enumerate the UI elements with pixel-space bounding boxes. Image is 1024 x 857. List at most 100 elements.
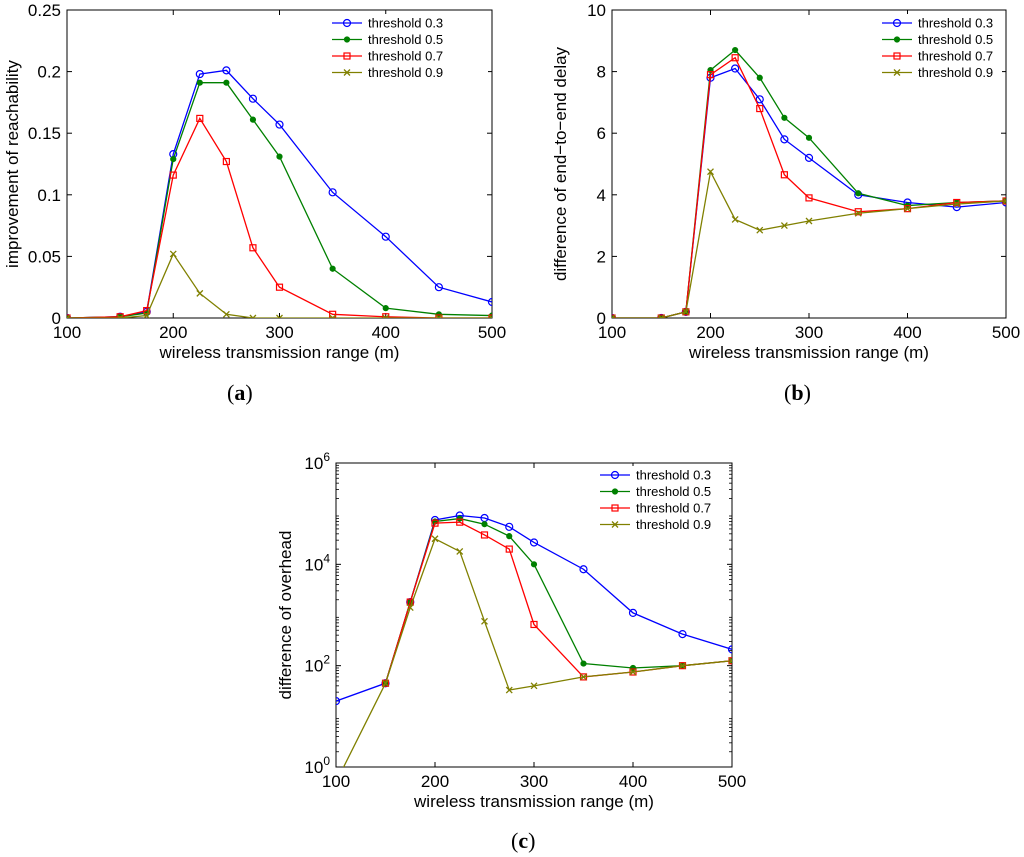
data-point <box>275 120 284 129</box>
data-point <box>953 200 961 208</box>
data-point <box>756 104 764 113</box>
data-point <box>529 538 539 547</box>
data-point <box>434 283 443 292</box>
legend-swatch-marker <box>343 69 351 76</box>
x-tick-label: 500 <box>718 772 746 791</box>
data-point <box>488 314 492 318</box>
legend-swatch-marker <box>611 521 619 528</box>
x-tick-label: 400 <box>619 772 647 791</box>
legend-swatch-marker <box>343 36 351 43</box>
data-point <box>275 283 284 291</box>
data-point <box>435 311 442 318</box>
series-threshold-0-9 <box>67 250 492 318</box>
data-point <box>657 314 665 318</box>
chart-c: 100 200 300 400 500 100 102 104 106 wireless tran… <box>276 450 746 811</box>
x-tick-label: 200 <box>696 323 724 342</box>
legend-swatch-marker <box>611 488 619 495</box>
y-tick-label: 100 <box>304 754 330 777</box>
y-tick-label: 6 <box>597 124 606 143</box>
data-point <box>456 518 464 526</box>
data-point <box>755 95 764 104</box>
legend-swatch-marker <box>611 504 619 512</box>
x-tick-label: 300 <box>520 772 548 791</box>
y-tick-label: 0 <box>597 309 606 328</box>
legend-entry-threshold-0-5: threshold 0.5 <box>332 32 443 47</box>
data-point <box>143 307 151 315</box>
x-tick-label: 400 <box>893 323 921 342</box>
chart-b: 100 200 300 400 500 0 2 4 6 8 10 wireless transmiss… <box>551 1 1020 362</box>
series-layer <box>67 66 492 318</box>
data-point <box>196 79 203 86</box>
data-point <box>382 305 389 312</box>
data-point <box>505 686 513 694</box>
legend-label: threshold 0.9 <box>636 517 711 532</box>
series-layer <box>612 46 1006 318</box>
x-tick-label: 100 <box>598 323 626 342</box>
data-point <box>530 682 538 690</box>
data-point <box>904 205 911 213</box>
data-point <box>170 155 177 163</box>
x-tick-label: 100 <box>322 772 350 791</box>
data-point <box>781 114 788 121</box>
y-tick-label: 104 <box>304 551 330 574</box>
y-tick-label: 0 <box>52 309 61 328</box>
x-tick-label: 100 <box>53 323 81 342</box>
data-point <box>487 297 492 307</box>
data-point <box>195 69 204 79</box>
x-tick-label: 300 <box>265 323 293 342</box>
panel-label-b: (b) <box>784 380 811 405</box>
data-point <box>679 662 686 670</box>
series-line-threshold-0-5 <box>67 82 492 318</box>
data-point <box>678 629 687 639</box>
y-axis-label: difference of overhead <box>276 531 295 700</box>
x-tick-label: 200 <box>421 772 449 791</box>
data-point <box>629 668 637 676</box>
data-point <box>780 135 789 144</box>
data-point <box>382 314 390 318</box>
legend-label: threshold 0.5 <box>368 32 443 47</box>
data-point <box>854 208 862 216</box>
data-point <box>731 54 739 62</box>
data-point <box>756 74 763 81</box>
data-point <box>805 194 813 202</box>
data-point <box>854 209 862 217</box>
data-point <box>431 519 439 527</box>
legend-entry-threshold-0-9: threshold 0.9 <box>600 517 711 532</box>
legend-label: threshold 0.7 <box>918 49 993 64</box>
data-point <box>249 314 257 318</box>
data-point <box>505 545 513 553</box>
data-point <box>580 673 587 681</box>
y-tick-label: 102 <box>304 653 330 676</box>
data-point <box>381 232 390 241</box>
data-point <box>276 153 283 160</box>
data-point <box>435 314 443 318</box>
data-point <box>628 608 638 618</box>
y-tick-label: 106 <box>304 450 330 473</box>
series-line-threshold-0-9 <box>612 169 1006 318</box>
data-point <box>530 561 538 568</box>
legend-label: threshold 0.5 <box>636 484 711 499</box>
data-point <box>481 521 488 528</box>
legend-label: threshold 0.3 <box>636 468 711 483</box>
legend-swatch-marker <box>610 470 620 480</box>
data-point <box>276 314 283 318</box>
legend-label: threshold 0.5 <box>918 32 993 47</box>
series-threshold-0-9 <box>612 168 1006 318</box>
x-tick-label: 500 <box>478 323 506 342</box>
data-point <box>328 188 337 197</box>
data-point <box>116 313 124 318</box>
x-tick-label: 400 <box>372 323 400 342</box>
series-line-threshold-0-3 <box>67 69 492 318</box>
legend-label: threshold 0.9 <box>368 65 443 80</box>
data-point <box>706 71 715 79</box>
legend-entry-threshold-0-9: threshold 0.9 <box>332 65 443 80</box>
data-point <box>406 598 414 606</box>
legend-entry-threshold-0-9: threshold 0.9 <box>882 65 993 80</box>
legend-swatch-marker <box>892 18 902 28</box>
x-tick-label: 200 <box>159 323 187 342</box>
data-point <box>579 565 588 574</box>
series-layer <box>336 511 732 767</box>
chart-a: 100 200 300 400 500 0 0.05 0.1 0.15 0.2 0.25 wirele… <box>3 1 506 362</box>
